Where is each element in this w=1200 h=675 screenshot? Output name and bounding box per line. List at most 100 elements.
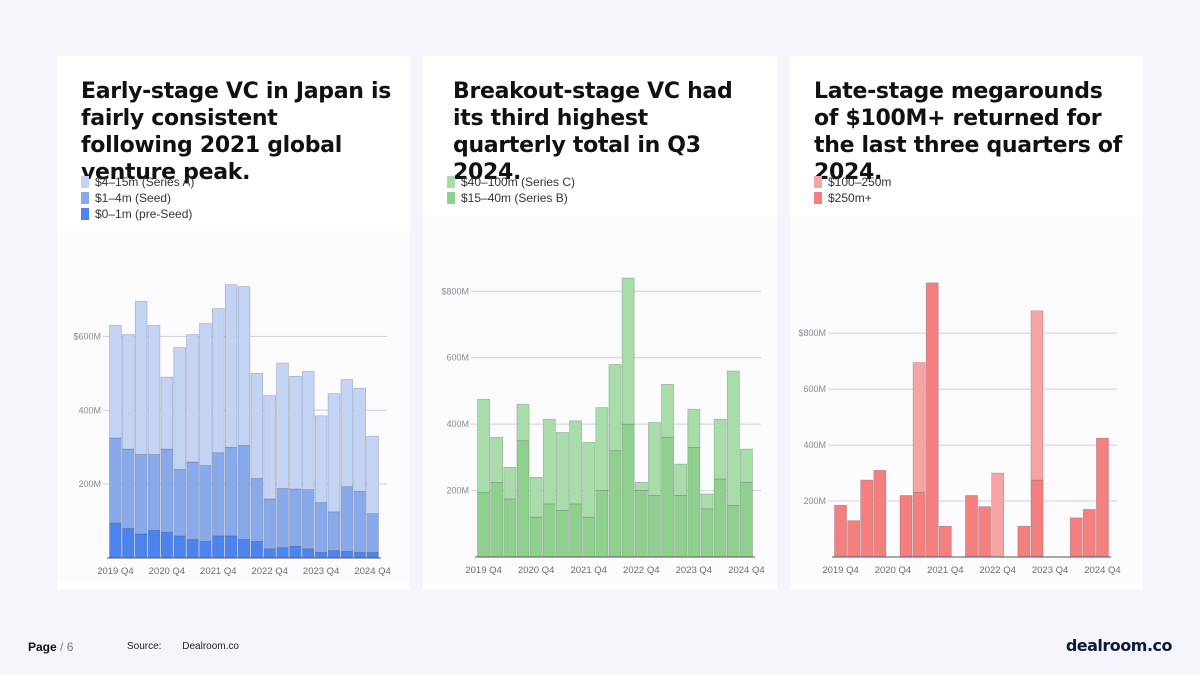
bar-segment xyxy=(595,407,609,491)
x-tick-label: 2023 Q4 xyxy=(303,566,339,577)
bar-segment xyxy=(250,373,264,479)
bar-segment xyxy=(212,452,225,537)
bar-segment xyxy=(1017,525,1031,558)
bar-segment xyxy=(503,467,517,500)
x-tick-label: 2019 Q4 xyxy=(97,566,133,577)
bar-segment xyxy=(674,463,688,496)
bar-segment xyxy=(263,498,276,550)
source-label: Source: xyxy=(127,641,162,652)
legend-label: $0–1m (pre-Seed) xyxy=(95,207,193,221)
bar-segment xyxy=(276,547,289,559)
legend-swatch xyxy=(814,192,822,204)
x-tick-label: 2020 Q4 xyxy=(149,566,185,577)
chart-card-breakout-stage: Breakout-stage VC had its third highest … xyxy=(423,56,777,590)
bar-segment xyxy=(834,504,847,558)
bar-segment xyxy=(276,362,289,489)
bar-segment xyxy=(582,442,596,518)
legend-item: $100–250m xyxy=(814,174,891,190)
bar-segment xyxy=(122,334,135,450)
bar-segment xyxy=(147,454,161,531)
bar-segment xyxy=(302,489,315,550)
bar-segment xyxy=(134,533,148,559)
legend-label: $40–100m (Series C) xyxy=(461,175,576,189)
bar-segment xyxy=(713,418,727,480)
bar-segment xyxy=(674,495,688,558)
bar-segment xyxy=(873,469,887,558)
legend-swatch xyxy=(81,208,89,220)
bar-segment xyxy=(503,498,517,558)
bar-segment xyxy=(224,446,238,537)
x-tick-label: 2021 Q4 xyxy=(200,566,236,577)
y-tick-label: $800M xyxy=(798,328,826,338)
bar-chart: 200M 400M 600M $800M 2019 Q4 2020 Q4 2021 Q4 20… xyxy=(798,282,1121,576)
bar-segment xyxy=(621,277,635,425)
x-tick-label: 2022 Q4 xyxy=(251,566,287,577)
x-tick-label: 2019 Q4 xyxy=(465,565,501,576)
bar-segment xyxy=(109,522,122,559)
x-tick-label: 2024 Q4 xyxy=(728,565,764,576)
bar-segment xyxy=(340,379,354,488)
bar-segment xyxy=(160,448,174,533)
x-tick-label: 2020 Q4 xyxy=(875,565,911,576)
x-tick-label: 2019 Q4 xyxy=(822,565,858,576)
bar-segment xyxy=(199,465,212,542)
bar-segment xyxy=(569,503,582,558)
bar-chart: 200M 400M $600M 2019 Q4 2020 Q4 2021 Q4 2022 Q… xyxy=(73,284,391,577)
page-label: Page xyxy=(28,640,57,654)
bar-segment xyxy=(302,371,315,490)
legend-item: $0–1m (pre-Seed) xyxy=(81,206,194,222)
bar-segment xyxy=(516,440,530,558)
bar-segment xyxy=(212,535,225,559)
chart-title: Late-stage megarounds of $100M+ returned… xyxy=(814,79,1122,185)
bar-segment xyxy=(860,479,874,558)
bar-segment xyxy=(582,516,596,558)
bar-segment xyxy=(173,347,186,470)
legend-swatch xyxy=(814,176,822,188)
bar-segment xyxy=(687,408,701,448)
bar-segment xyxy=(289,375,302,490)
chart-plot-area: 200M 400M 600M $800M 2019 Q4 2020 Q4 2021 Q4 20… xyxy=(423,216,777,584)
legend-swatch xyxy=(447,192,455,204)
bar-segment xyxy=(160,531,174,559)
dealroom-logo: dealroom.co xyxy=(1065,636,1173,655)
legend-item: $1–4m (Seed) xyxy=(81,190,194,206)
x-tick-label: 2023 Q4 xyxy=(676,565,712,576)
bar-segment xyxy=(899,495,913,558)
x-tick-label: 2021 Q4 xyxy=(570,565,606,576)
legend-label: $250m+ xyxy=(828,191,872,205)
bar-segment xyxy=(965,495,978,558)
bar-segment xyxy=(529,516,543,558)
bar-segment xyxy=(237,539,251,559)
bar-segment xyxy=(516,403,530,442)
legend-item: $15–40m (Series B) xyxy=(447,190,575,206)
bar-segment xyxy=(340,486,354,552)
bar-segment xyxy=(366,552,379,559)
y-tick-label: 600M xyxy=(803,384,826,394)
bar-segment xyxy=(634,490,648,558)
bar-segment xyxy=(109,437,122,524)
bar-segment xyxy=(186,334,199,463)
legend-label: $15–40m (Series B) xyxy=(461,191,568,205)
bar-segment xyxy=(147,529,161,559)
legend-swatch xyxy=(81,192,89,204)
bar-segment xyxy=(477,398,490,493)
legend-label: $100–250m xyxy=(828,175,892,189)
bar-segment xyxy=(353,387,366,492)
bar-segment xyxy=(1030,310,1044,481)
bar-segment xyxy=(621,423,635,558)
bar-segment xyxy=(490,481,504,558)
x-tick-label: 2024 Q4 xyxy=(354,566,390,577)
bar-segment xyxy=(134,301,148,455)
bar-segment xyxy=(1083,509,1096,558)
page-indicator: Page / 6 xyxy=(28,640,73,654)
y-tick-label: 200M xyxy=(78,479,101,489)
bar-segment xyxy=(353,491,366,553)
bar-segment xyxy=(556,510,569,558)
chart-legend: $100–250m $250m+ xyxy=(814,174,891,206)
bar-chart: 200M 400M 600M $800M 2019 Q4 2020 Q4 2021 Q4 20… xyxy=(441,277,765,576)
x-tick-label: 2022 Q4 xyxy=(979,565,1015,576)
bar-segment xyxy=(173,535,186,559)
chart-card-late-stage: Late-stage megarounds of $100M+ returned… xyxy=(790,56,1143,590)
chart-title: Early-stage VC in Japan is fairly consis… xyxy=(81,79,391,185)
bar-segment xyxy=(109,325,122,439)
